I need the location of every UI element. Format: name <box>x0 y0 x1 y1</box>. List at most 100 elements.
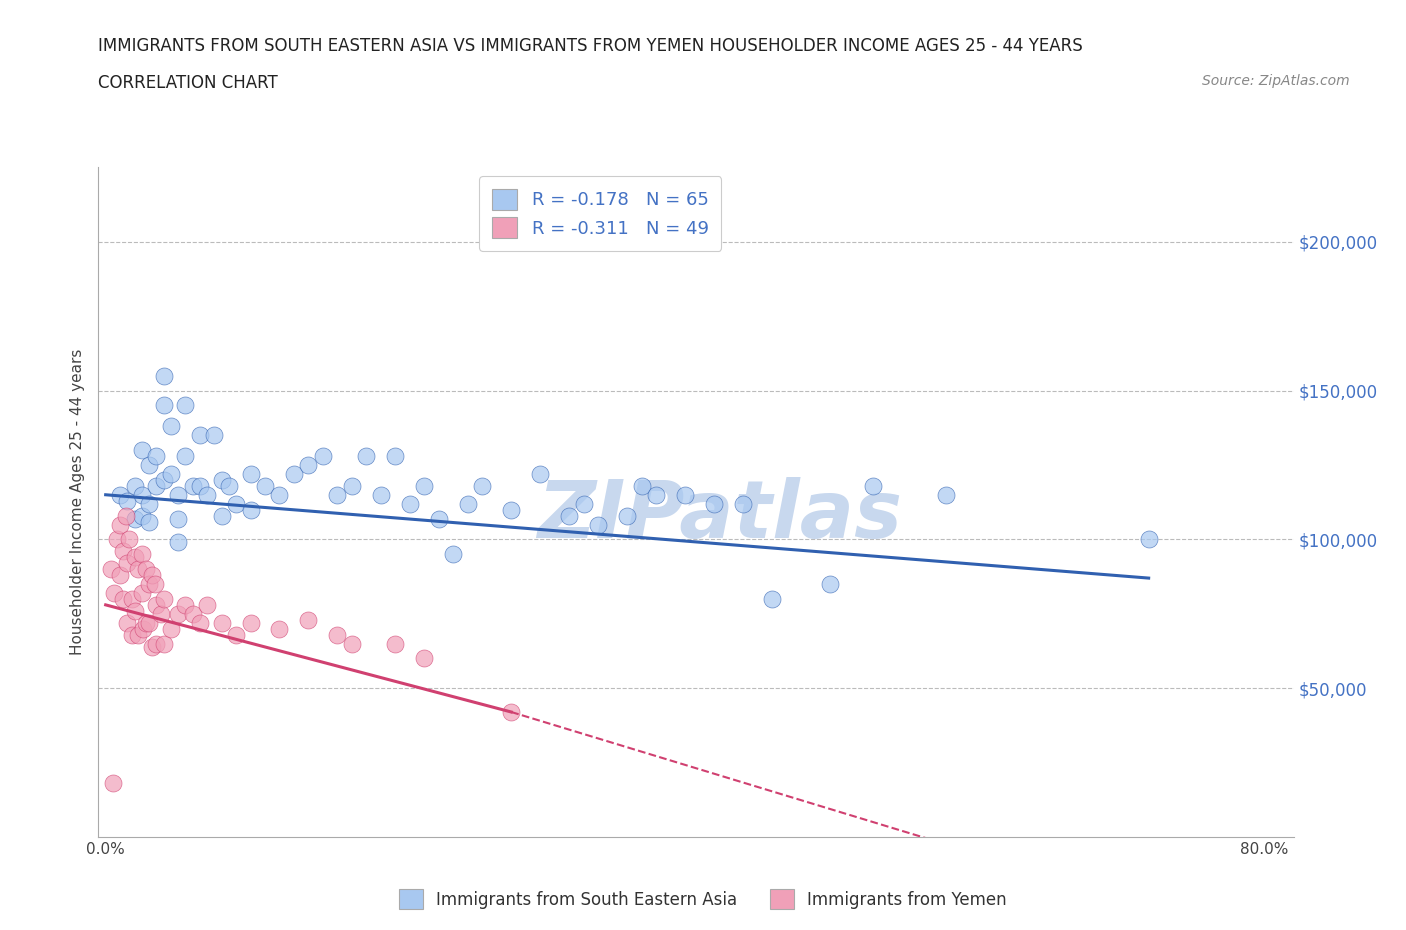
Point <box>630 478 652 493</box>
Point <box>127 562 149 577</box>
Point <box>269 487 291 502</box>
Point <box>141 639 163 654</box>
Point <box>121 591 143 606</box>
Point <box>188 616 211 631</box>
Point <box>103 586 125 601</box>
Point <box>174 398 197 413</box>
Point <box>145 448 167 463</box>
Point <box>127 627 149 642</box>
Point <box>138 458 160 472</box>
Point <box>326 627 349 642</box>
Point <box>703 497 725 512</box>
Point <box>731 497 754 512</box>
Point <box>253 478 276 493</box>
Point <box>297 458 319 472</box>
Y-axis label: Householder Income Ages 25 - 44 years: Householder Income Ages 25 - 44 years <box>70 349 86 656</box>
Point <box>586 517 609 532</box>
Point <box>135 562 157 577</box>
Point <box>152 472 174 487</box>
Point <box>131 586 153 601</box>
Point <box>138 497 160 512</box>
Point <box>427 512 450 526</box>
Point <box>124 512 146 526</box>
Point <box>167 512 190 526</box>
Point <box>181 606 204 621</box>
Point <box>501 705 523 720</box>
Text: ZIPatlas: ZIPatlas <box>537 476 903 554</box>
Point <box>818 577 841 591</box>
Point <box>145 597 167 612</box>
Point <box>312 448 335 463</box>
Point <box>167 606 190 621</box>
Point <box>131 443 153 458</box>
Point <box>340 636 363 651</box>
Point <box>105 532 128 547</box>
Point <box>167 535 190 550</box>
Point <box>145 636 167 651</box>
Point <box>202 428 225 443</box>
Point <box>239 502 262 517</box>
Point <box>501 502 523 517</box>
Point <box>138 514 160 529</box>
Point <box>174 448 197 463</box>
Point <box>399 497 422 512</box>
Point <box>326 487 349 502</box>
Point <box>384 448 406 463</box>
Point <box>370 487 392 502</box>
Point <box>100 562 122 577</box>
Legend: Immigrants from South Eastern Asia, Immigrants from Yemen: Immigrants from South Eastern Asia, Immi… <box>391 881 1015 917</box>
Point <box>112 591 135 606</box>
Point <box>124 478 146 493</box>
Point <box>195 487 218 502</box>
Point <box>131 547 153 562</box>
Point <box>138 616 160 631</box>
Point <box>211 616 233 631</box>
Point <box>572 497 595 512</box>
Point <box>108 567 131 582</box>
Point <box>145 478 167 493</box>
Point <box>225 497 247 512</box>
Point <box>862 478 884 493</box>
Point <box>160 467 183 482</box>
Point <box>124 550 146 565</box>
Point <box>211 508 233 523</box>
Point <box>188 428 211 443</box>
Point <box>239 467 262 482</box>
Point <box>174 597 197 612</box>
Point <box>195 597 218 612</box>
Point <box>673 487 696 502</box>
Point <box>108 487 131 502</box>
Point <box>529 467 551 482</box>
Point <box>283 467 305 482</box>
Point <box>211 472 233 487</box>
Point <box>143 577 166 591</box>
Point <box>152 368 174 383</box>
Point <box>152 398 174 413</box>
Point <box>108 517 131 532</box>
Point <box>152 591 174 606</box>
Point <box>131 487 153 502</box>
Point <box>269 621 291 636</box>
Point <box>160 418 183 433</box>
Point <box>141 567 163 582</box>
Point <box>761 591 783 606</box>
Point <box>121 627 143 642</box>
Point <box>149 606 172 621</box>
Point <box>112 544 135 559</box>
Point <box>118 532 141 547</box>
Point <box>117 493 139 508</box>
Point <box>218 478 240 493</box>
Point <box>132 621 155 636</box>
Text: CORRELATION CHART: CORRELATION CHART <box>98 74 278 92</box>
Point <box>441 547 464 562</box>
Point <box>225 627 247 642</box>
Point <box>124 604 146 618</box>
Point <box>297 612 319 627</box>
Point <box>115 508 138 523</box>
Point <box>160 621 183 636</box>
Point <box>356 448 378 463</box>
Point <box>457 497 479 512</box>
Legend: R = -0.178   N = 65, R = -0.311   N = 49: R = -0.178 N = 65, R = -0.311 N = 49 <box>479 177 721 251</box>
Point <box>135 616 157 631</box>
Point <box>167 487 190 502</box>
